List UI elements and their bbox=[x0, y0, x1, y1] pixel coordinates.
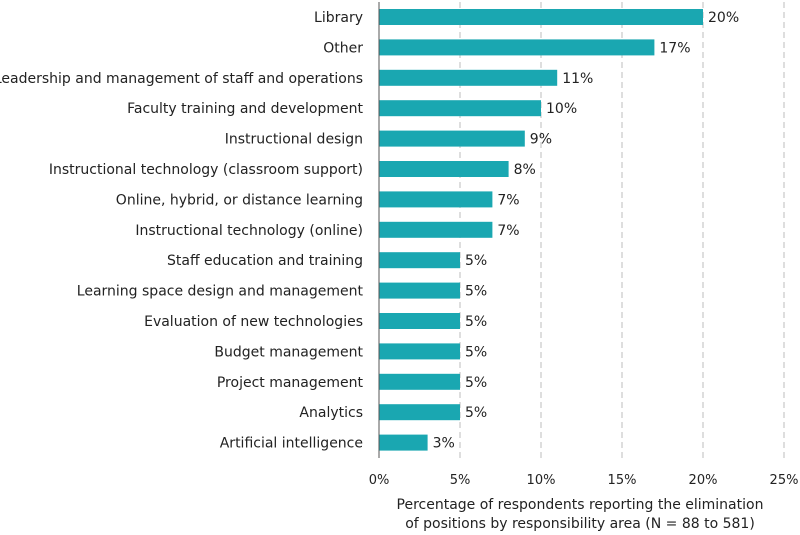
bar bbox=[379, 313, 460, 329]
category-label: Learning space design and management bbox=[77, 284, 364, 300]
bar bbox=[379, 252, 460, 269]
x-tick-label: 10% bbox=[527, 473, 556, 488]
data-label: 5% bbox=[465, 375, 487, 391]
bar bbox=[379, 161, 509, 177]
x-tick-label: 20% bbox=[689, 473, 718, 488]
data-label: 5% bbox=[465, 314, 487, 330]
x-tick-label: 15% bbox=[608, 473, 637, 488]
bar bbox=[379, 191, 493, 208]
data-label: 5% bbox=[465, 405, 487, 421]
category-label: Other bbox=[323, 40, 363, 56]
bar bbox=[379, 100, 541, 117]
category-label: Project management bbox=[217, 375, 364, 391]
data-label: 10% bbox=[546, 101, 577, 117]
data-label: 8% bbox=[514, 162, 536, 178]
data-label: 5% bbox=[465, 344, 487, 360]
bar bbox=[379, 39, 655, 56]
bar bbox=[379, 434, 428, 451]
labels: 0% 5% 10% 15% 20% 25% Library 20% Other 17% Leader… bbox=[0, 10, 798, 488]
category-label: Budget management bbox=[214, 344, 363, 360]
bar bbox=[379, 9, 703, 25]
bar bbox=[379, 343, 460, 360]
bar bbox=[379, 373, 460, 390]
bar bbox=[379, 69, 558, 86]
data-label: 20% bbox=[708, 10, 739, 26]
bar bbox=[379, 221, 493, 238]
data-label: 11% bbox=[562, 71, 593, 87]
bar bbox=[379, 282, 460, 299]
data-label: 9% bbox=[530, 132, 552, 148]
category-label: Evaluation of new technologies bbox=[144, 314, 363, 330]
category-label: Library bbox=[314, 10, 363, 26]
bars bbox=[379, 9, 703, 451]
bar bbox=[379, 130, 525, 147]
category-label: Online, hybrid, or distance learning bbox=[116, 192, 363, 208]
data-label: 7% bbox=[497, 223, 519, 239]
data-label: 17% bbox=[659, 40, 690, 56]
data-label: 7% bbox=[497, 192, 519, 208]
category-label: Instructional technology (online) bbox=[135, 223, 363, 239]
x-tick-label: 5% bbox=[450, 473, 471, 488]
data-label: 3% bbox=[433, 436, 455, 452]
x-tick-label: 25% bbox=[770, 473, 799, 488]
x-axis-title-line-1: Percentage of respondents reporting the … bbox=[397, 497, 764, 513]
category-label: Leadership and management of staff and o… bbox=[0, 71, 363, 87]
category-label: Faculty training and development bbox=[127, 101, 363, 117]
x-tick-label: 0% bbox=[369, 473, 390, 488]
x-axis-title-line-2: of positions by responsibility area (N =… bbox=[405, 516, 755, 532]
category-label: Staff education and training bbox=[167, 253, 363, 269]
category-label: Analytics bbox=[299, 405, 363, 421]
bar bbox=[379, 404, 460, 421]
category-label: Artificial intelligence bbox=[220, 436, 363, 452]
data-label: 5% bbox=[465, 284, 487, 300]
data-label: 5% bbox=[465, 253, 487, 269]
category-label: Instructional design bbox=[225, 132, 363, 148]
category-label: Instructional technology (classroom supp… bbox=[49, 162, 363, 178]
